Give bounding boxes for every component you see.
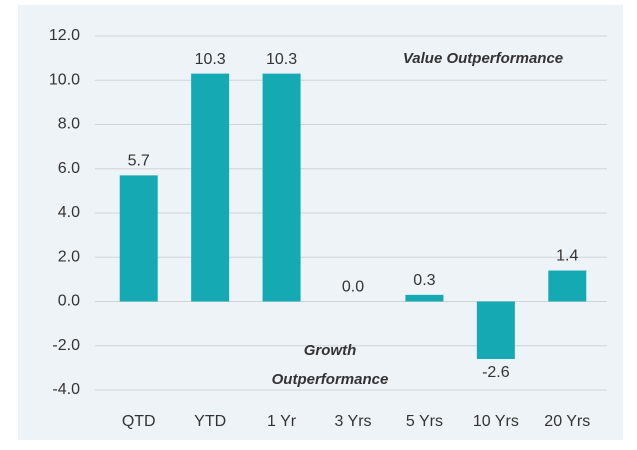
bar xyxy=(191,73,230,302)
bar xyxy=(262,73,301,302)
annotation: Growth xyxy=(304,342,357,359)
y-tick-label: 12.0 xyxy=(49,27,80,44)
x-tick-label: 20 Yrs xyxy=(544,413,590,430)
bar xyxy=(405,294,444,302)
y-tick-label: 0.0 xyxy=(58,293,80,310)
value-label: 0.3 xyxy=(413,272,435,289)
y-tick-label: 8.0 xyxy=(58,116,80,133)
x-tick-label: 1 Yr xyxy=(267,413,297,430)
x-tick-label: 5 Yrs xyxy=(406,413,443,430)
bar xyxy=(548,270,587,302)
value-label: 10.3 xyxy=(195,51,226,68)
value-label: 1.4 xyxy=(556,248,578,265)
bar xyxy=(119,175,158,302)
y-tick-label: 10.0 xyxy=(49,71,80,88)
chart-background xyxy=(18,5,623,440)
x-tick-label: YTD xyxy=(194,413,226,430)
x-tick-label: 10 Yrs xyxy=(473,413,519,430)
bar xyxy=(476,301,515,360)
y-tick-label: -4.0 xyxy=(52,381,80,398)
y-tick-label: 2.0 xyxy=(58,248,80,265)
value-label: 5.7 xyxy=(128,153,150,170)
y-tick-label: 4.0 xyxy=(58,204,80,221)
value-label: -2.6 xyxy=(482,364,510,381)
x-tick-label: 3 Yrs xyxy=(334,413,371,430)
x-tick-label: QTD xyxy=(122,413,156,430)
value-label: 0.0 xyxy=(342,279,364,296)
annotation: Outperformance xyxy=(272,371,389,388)
y-tick-label: -2.0 xyxy=(52,337,80,354)
annotation: Value Outperformance xyxy=(403,50,563,67)
y-tick-label: 6.0 xyxy=(58,160,80,177)
value-label: 10.3 xyxy=(266,51,297,68)
